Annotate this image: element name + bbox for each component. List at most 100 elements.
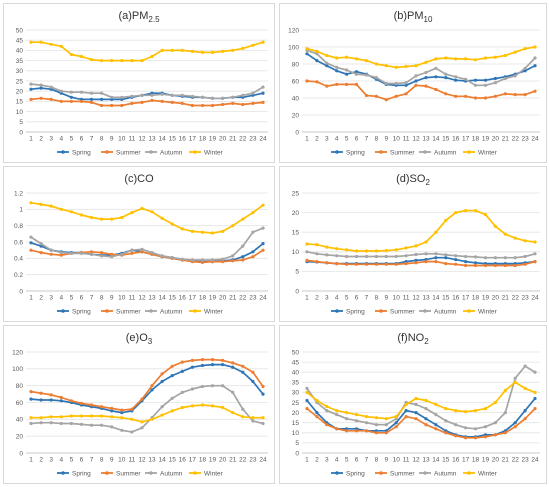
x-tick-label: 24 — [531, 295, 539, 302]
legend-label-summer: Summer — [116, 149, 141, 156]
x-tick-label: 22 — [239, 457, 247, 464]
data-point — [454, 262, 458, 266]
y-tick-label: 40 — [16, 417, 24, 424]
x-tick-label: 7 — [365, 457, 369, 464]
legend-marker — [467, 471, 471, 475]
legend-label-winter: Winter — [204, 470, 224, 477]
y-tick-label: 20 — [292, 112, 300, 119]
data-point — [434, 402, 438, 407]
data-point — [503, 431, 507, 435]
data-point — [221, 363, 225, 367]
data-point — [190, 258, 194, 262]
data-point — [130, 211, 134, 215]
x-tick-label: 18 — [199, 136, 207, 143]
data-point — [59, 253, 63, 257]
data-point — [414, 411, 418, 415]
data-point — [251, 419, 255, 423]
data-point — [374, 431, 378, 435]
data-point — [251, 230, 255, 234]
legend-marker — [149, 471, 153, 475]
data-point — [523, 239, 527, 243]
x-tick-label: 12 — [138, 136, 146, 143]
data-point — [29, 97, 33, 101]
data-point — [79, 422, 84, 426]
data-point — [251, 255, 255, 259]
data-point — [444, 56, 448, 60]
data-point — [110, 59, 114, 63]
data-point — [200, 258, 205, 262]
data-point — [345, 82, 349, 86]
series-line-spring — [306, 53, 536, 87]
x-tick-label: 8 — [100, 136, 104, 143]
x-tick-label: 8 — [100, 295, 104, 302]
data-point — [533, 407, 537, 411]
y-tick-label: 80 — [16, 383, 24, 390]
data-point — [493, 400, 497, 405]
y-tick-label: 40 — [292, 370, 300, 377]
data-point — [170, 374, 174, 378]
data-point — [364, 254, 369, 259]
data-point — [483, 56, 488, 60]
y-tick-label: 0.6 — [14, 239, 23, 246]
data-point — [69, 99, 73, 103]
series-line-winter — [30, 201, 264, 234]
data-point — [454, 94, 458, 98]
y-tick-label: 45 — [16, 38, 24, 45]
data-point — [39, 83, 43, 87]
data-point — [210, 358, 215, 362]
data-point — [513, 263, 517, 268]
data-point — [69, 210, 73, 214]
data-point — [533, 260, 537, 264]
data-point — [39, 416, 43, 420]
data-point — [493, 421, 497, 425]
data-point — [345, 262, 349, 266]
data-point — [160, 379, 164, 384]
x-tick-label: 20 — [492, 457, 500, 464]
data-point — [140, 397, 144, 401]
series-line-autumn — [306, 49, 536, 87]
data-point — [345, 72, 349, 76]
data-point — [59, 399, 63, 403]
data-point — [200, 384, 205, 389]
data-point — [424, 70, 428, 75]
x-tick-label: 20 — [219, 136, 227, 143]
data-point — [513, 421, 517, 425]
x-tick-label: 24 — [259, 457, 267, 464]
legend-label-spring: Spring — [346, 149, 365, 156]
data-point — [59, 44, 63, 48]
data-point — [404, 246, 408, 250]
series-line-winter — [306, 209, 536, 252]
data-point — [49, 42, 53, 46]
data-point — [513, 376, 517, 380]
data-point — [473, 263, 478, 268]
data-point — [190, 94, 194, 98]
x-tick-label: 16 — [452, 295, 460, 302]
data-point — [503, 53, 507, 58]
data-point — [364, 415, 369, 419]
data-point — [241, 93, 245, 97]
data-point — [325, 245, 329, 249]
x-tick-label: 6 — [80, 295, 84, 302]
y-tick-label: 0.2 — [14, 272, 23, 279]
legend-label-spring: Spring — [346, 470, 365, 477]
data-point — [523, 66, 527, 70]
x-tick-label: 16 — [179, 295, 187, 302]
data-point — [414, 402, 418, 407]
y-tick-label: 20 — [292, 210, 300, 217]
data-point — [69, 90, 73, 94]
data-point — [364, 421, 369, 425]
data-point — [241, 217, 245, 221]
data-point — [464, 426, 468, 430]
x-tick-label: 15 — [169, 457, 177, 464]
data-point — [210, 50, 215, 55]
x-tick-label: 18 — [472, 295, 480, 302]
data-point — [533, 370, 537, 374]
data-point — [503, 388, 507, 392]
data-point — [261, 40, 265, 44]
data-point — [39, 242, 43, 246]
data-point — [335, 65, 339, 69]
x-tick-label: 7 — [90, 295, 94, 302]
data-point — [533, 45, 537, 49]
data-point — [130, 251, 134, 255]
